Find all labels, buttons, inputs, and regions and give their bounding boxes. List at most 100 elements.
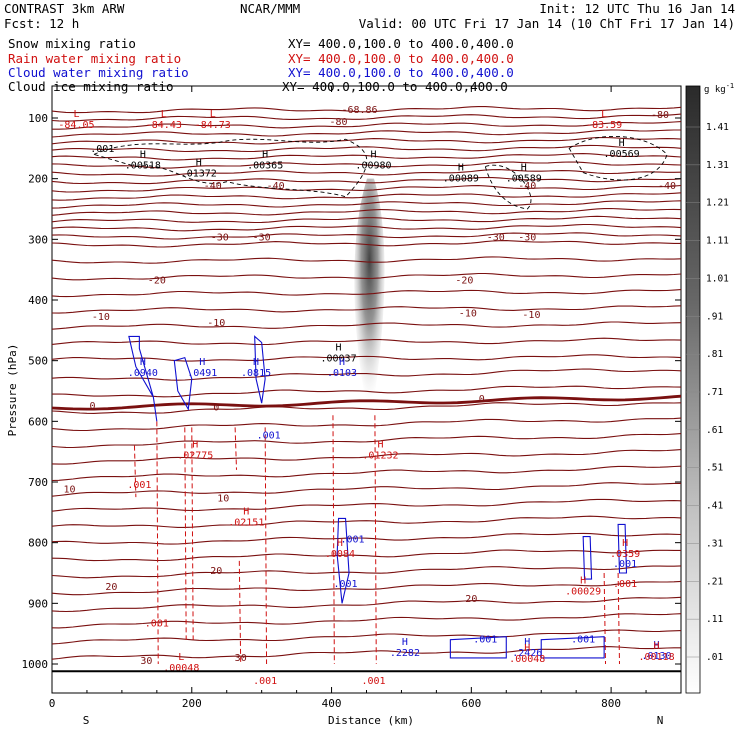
extremum-marker: H xyxy=(619,138,625,149)
extremum-value: .0130 xyxy=(641,651,671,662)
extremum-marker: L xyxy=(73,109,79,120)
isotherm-layer xyxy=(52,106,681,660)
legend-cloudwater-label: Cloud water mixing ratio xyxy=(8,65,189,80)
isotherm-line xyxy=(52,433,681,449)
isotherm-label: -30 xyxy=(211,233,229,244)
x-tick-label: 400 xyxy=(322,697,342,710)
extremum-marker: H xyxy=(654,641,660,652)
rain-contour xyxy=(184,427,187,640)
extremum-marker: H xyxy=(458,162,464,173)
extremum-value: .0940 xyxy=(128,368,158,379)
y-tick-label: 800 xyxy=(28,537,48,550)
y-tick-label: 200 xyxy=(28,173,48,186)
isotherm-line xyxy=(52,482,681,497)
cloud-ice-contour xyxy=(568,135,668,181)
y-tick-label: 600 xyxy=(28,415,48,428)
y-tick-label: 300 xyxy=(28,233,48,246)
isotherm-line xyxy=(52,232,681,240)
colorbar-unit: g kg-1 xyxy=(704,82,734,95)
extremum-marker: L xyxy=(178,652,184,663)
isotherm-label: -30 xyxy=(518,233,536,244)
legend-snow-xy: XY= 400.0,100.0 to 400.0,400.0 xyxy=(288,36,514,51)
isotherm-line xyxy=(52,176,681,185)
x-tick-label: 600 xyxy=(461,697,481,710)
extremum-value: .00089 xyxy=(443,173,479,184)
extremum-marker: L xyxy=(161,109,167,120)
extremum-value: -84.43 xyxy=(146,120,182,131)
isotherm-label: -40 xyxy=(658,181,676,192)
colorbar-tick-label: 1.31 xyxy=(706,160,729,171)
isotherm-line xyxy=(52,321,681,330)
isotherm-line xyxy=(52,385,681,398)
cloud-water-layer xyxy=(128,335,628,659)
isotherm-line xyxy=(52,402,681,414)
isotherm-line xyxy=(52,596,681,613)
colorbar-tick-label: .31 xyxy=(706,538,723,549)
extremum-value: .00365 xyxy=(247,161,283,172)
isotherm-line xyxy=(52,549,681,562)
isotherm-line xyxy=(52,629,681,645)
extremum-marker: H xyxy=(622,538,628,549)
extremum-value: .0359 xyxy=(610,549,640,560)
extremum-marker: H xyxy=(654,640,660,651)
extremum-marker: L xyxy=(210,109,216,120)
extremum-marker: H xyxy=(243,506,249,517)
legend-rain-xy: XY= 400.0,100.0 to 400.0,400.0 xyxy=(288,51,514,66)
model-name: CONTRAST 3km ARW xyxy=(4,1,125,16)
extremum-marker: H xyxy=(140,150,146,161)
cloud-water-contour xyxy=(128,335,158,422)
isotherm-line xyxy=(52,498,681,512)
x-tick-label: 0 xyxy=(49,697,56,710)
contour-value-label: .001 xyxy=(127,480,151,491)
extremum-value: .2282 xyxy=(390,648,420,659)
extremum-value: .00037 xyxy=(320,354,356,365)
colorbar-tick-label: .01 xyxy=(706,652,723,663)
legend-snow-label: Snow mixing ratio xyxy=(8,36,136,51)
extremum-marker: H xyxy=(337,538,343,549)
extremum-value: .00569 xyxy=(604,149,640,160)
isotherm-line xyxy=(52,368,681,381)
colorbar-tick-label: .71 xyxy=(706,387,723,398)
cloud-water-contour xyxy=(254,335,266,404)
colorbar-ticks: 1.41 1.31 1.21 1.11 1.01 .91 .81 .71 .61 .51 .41 .3… xyxy=(686,122,729,663)
isotherm-label: -68.86 xyxy=(341,105,377,116)
x-tick-label: 200 xyxy=(182,697,202,710)
cloud-water-contour xyxy=(540,636,605,659)
isotherm-label: -40 xyxy=(204,181,222,192)
isotherm-line xyxy=(52,289,681,298)
isotherm-line xyxy=(52,113,681,122)
snow-plume xyxy=(354,178,385,413)
snow-plume-layer xyxy=(354,178,385,413)
label-layer: -80-80-68.86-40 -40 -40 -40-30 -30 -30 -30-20-… xyxy=(58,105,676,687)
extremum-marker: H xyxy=(196,158,202,169)
isotherm-line xyxy=(52,144,681,153)
colorbar-tick-label: .91 xyxy=(706,311,723,322)
colorbar-tick-label: .81 xyxy=(706,349,723,360)
isotherm-line xyxy=(52,215,681,224)
extremum-value: .00589 xyxy=(506,173,542,184)
valid-time: Valid: 00 UTC Fri 17 Jan 14 (10 ChT Fri … xyxy=(359,16,735,31)
isotherm-line xyxy=(52,337,681,346)
isotherm-line xyxy=(52,613,681,629)
extremum-marker: H xyxy=(192,440,198,451)
extremum-marker: H xyxy=(377,440,383,451)
isotherm-label: -40 xyxy=(267,181,285,192)
rain-contour xyxy=(238,560,242,665)
extremum-marker: H xyxy=(262,150,268,161)
extremum-value: .0084 xyxy=(325,549,355,560)
extremum-value: .00518 xyxy=(125,161,161,172)
isotherm-line xyxy=(52,207,681,216)
extremum-marker: H xyxy=(253,357,259,368)
colorbar-tick-label: 1.21 xyxy=(706,198,729,209)
contour-value-label: .001 xyxy=(253,676,277,687)
isotherm-line xyxy=(52,305,681,314)
isotherm-line xyxy=(52,121,681,130)
rain-contour xyxy=(332,415,335,665)
isotherm-label: 0 xyxy=(479,394,485,405)
isotherm-label: -10 xyxy=(522,310,540,321)
cloud-water-contour xyxy=(617,523,628,574)
extremum-value: .01232 xyxy=(362,451,398,462)
isotherm-label: -20 xyxy=(148,276,166,287)
rain-contour xyxy=(603,572,607,665)
isotherm-line xyxy=(52,153,681,161)
